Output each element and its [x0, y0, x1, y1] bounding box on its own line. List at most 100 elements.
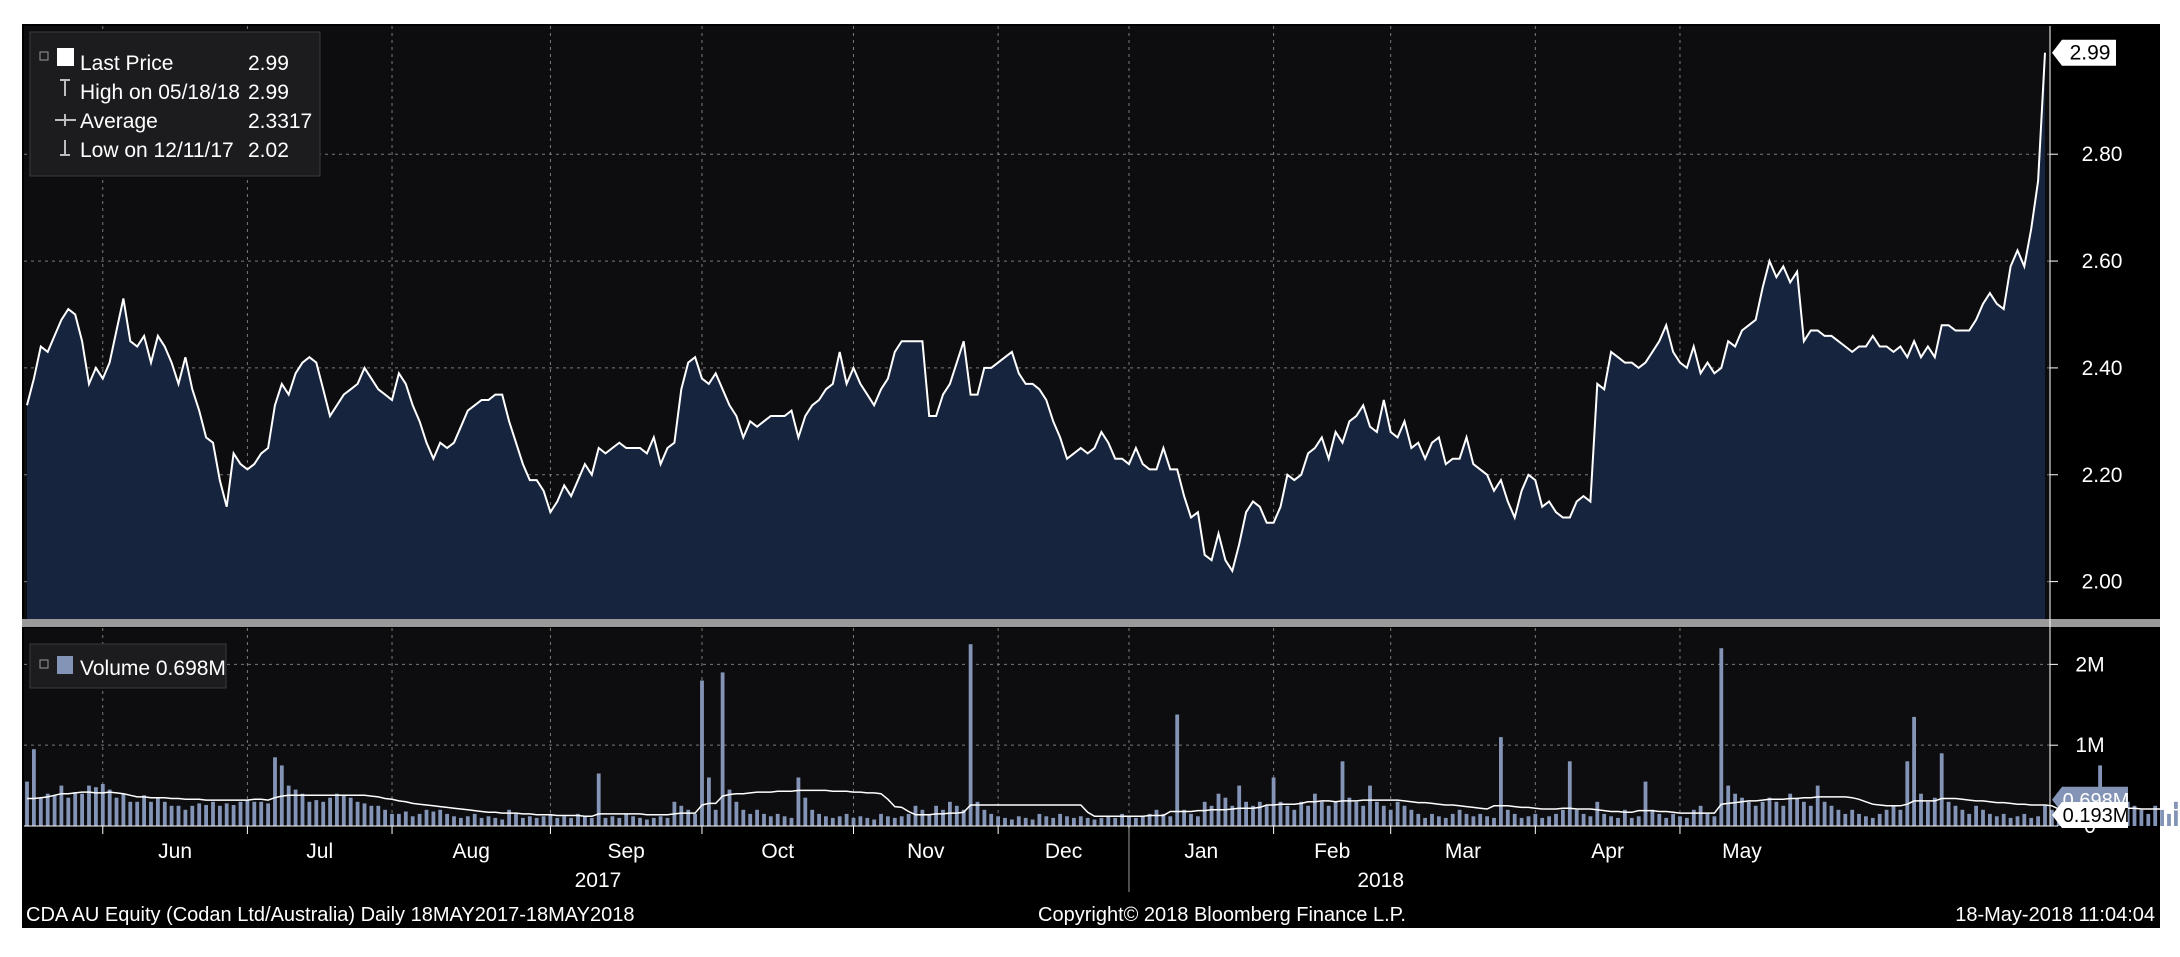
volume-bar — [431, 811, 436, 826]
volume-bar — [824, 816, 828, 826]
month-label: Mar — [1445, 840, 1481, 863]
volume-bar — [87, 785, 91, 826]
volume-bar — [638, 817, 642, 826]
volume-bar — [403, 811, 408, 826]
price-area-fill — [27, 52, 2045, 619]
legend-collapse-icon[interactable] — [39, 659, 49, 669]
volume-bar — [1505, 809, 1510, 826]
volume-bar — [837, 816, 842, 826]
volume-bar — [1202, 801, 1207, 826]
volume-bar — [1395, 801, 1400, 826]
volume-bar — [1623, 809, 1627, 826]
volume-bar — [624, 813, 629, 826]
volume-bar — [1292, 809, 1297, 826]
volume-bar — [1967, 813, 1972, 826]
volume-bar — [693, 813, 697, 826]
volume-bar — [1196, 816, 1200, 826]
volume-bar — [1512, 813, 1517, 826]
legend-label: Average — [80, 110, 158, 133]
volume-bar — [1850, 809, 1855, 826]
volume-bar — [149, 801, 153, 826]
volume-bar — [1884, 809, 1889, 826]
legend-label: High on 05/18/18 — [80, 81, 240, 104]
volume-bar — [321, 801, 326, 826]
volume-bar — [1712, 816, 1717, 826]
volume-bar — [541, 816, 546, 826]
volume-bar — [1898, 809, 1903, 826]
volume-bar — [2132, 805, 2137, 826]
volume-bar — [1843, 813, 1848, 826]
volume-bar — [1347, 797, 1352, 826]
volume-bar — [231, 805, 236, 826]
volume-bar — [1574, 809, 1579, 826]
volume-bar — [1857, 813, 1861, 826]
volume-bar — [156, 797, 160, 826]
volume-bar — [589, 817, 594, 826]
volume-bar — [1361, 805, 1366, 826]
volume-bar — [1223, 797, 1228, 826]
volume-bar — [879, 813, 883, 826]
volume-bar — [892, 817, 897, 826]
volume-bar — [1168, 816, 1173, 826]
volume-bar — [1533, 813, 1538, 826]
volume-bar — [555, 817, 560, 826]
volume-bar — [452, 816, 456, 826]
volume-bar — [245, 800, 250, 826]
volume-bar — [1326, 805, 1331, 826]
volume-bar — [176, 805, 181, 826]
volume-bar — [858, 816, 863, 826]
volume-bar — [1705, 813, 1710, 826]
volume-bar — [376, 805, 381, 826]
volume-bar — [906, 813, 911, 826]
volume-bar — [1078, 816, 1083, 826]
volume-bar — [500, 819, 505, 826]
volume-bar — [1381, 805, 1386, 826]
volume-bar — [1154, 809, 1159, 826]
volume-bar — [782, 816, 787, 826]
volume-bar — [38, 797, 43, 826]
volume-bar — [1685, 817, 1689, 826]
volume-bar — [1099, 817, 1104, 826]
volume-bar — [762, 813, 766, 826]
footer-ticker: CDA AU Equity (Codan Ltd/Australia) Dail… — [26, 904, 634, 926]
volume-bar — [768, 816, 773, 826]
volume-bar — [438, 809, 443, 826]
legend-collapse-icon[interactable] — [39, 51, 49, 61]
volume-bar — [45, 793, 50, 826]
volume-bar — [775, 813, 780, 826]
volume-bar — [1774, 801, 1779, 826]
volume-bar — [1161, 813, 1166, 826]
month-label: Sep — [608, 840, 645, 863]
volume-bar — [2160, 809, 2164, 826]
volume-bar — [1499, 737, 1503, 826]
volume-bar — [1767, 797, 1772, 826]
volume-bar — [1567, 761, 1572, 826]
legend-label: Last Price — [80, 52, 173, 75]
volume-bar — [1278, 801, 1283, 826]
volume-bar — [52, 795, 57, 826]
volume-bar — [927, 813, 932, 826]
volume-bar — [562, 816, 567, 826]
volume-bar — [2029, 817, 2034, 826]
legend-value: 2.3317 — [248, 110, 312, 133]
volume-bar — [982, 809, 987, 826]
volume-bar — [1058, 813, 1062, 826]
volume-bar — [796, 777, 801, 826]
volume-bar — [80, 793, 84, 826]
volume-bar — [314, 800, 319, 826]
volume-bar — [1753, 805, 1758, 826]
volume-bar — [1657, 813, 1662, 826]
volume-bar — [1588, 816, 1593, 826]
volume-bar — [1368, 785, 1372, 826]
volume-bar — [1340, 761, 1345, 826]
volume-bar — [1085, 817, 1090, 826]
footer-timestamp: 18-May-2018 11:04:04 — [1955, 904, 2155, 926]
volume-square-icon — [57, 656, 73, 674]
volume-bar — [1072, 817, 1076, 826]
volume-bar — [534, 817, 539, 826]
volume-bar — [1230, 805, 1235, 826]
volume-bar — [465, 816, 470, 826]
volume-bar — [2015, 816, 2020, 826]
legend-value: 2.99 — [248, 52, 289, 75]
